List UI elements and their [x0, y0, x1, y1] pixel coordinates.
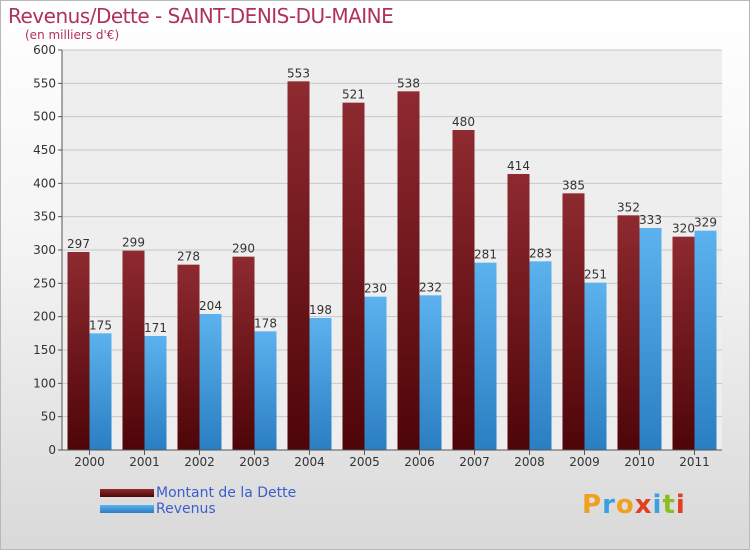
bar-revenus — [144, 336, 167, 450]
y-tick-label: 0 — [48, 443, 56, 457]
x-tick-label: 2009 — [569, 455, 600, 469]
bar-dette — [287, 81, 310, 450]
y-tick-label: 500 — [33, 110, 56, 124]
data-label-dette: 385 — [562, 178, 585, 192]
bar-dette — [232, 256, 255, 450]
x-tick-label: 2011 — [679, 455, 710, 469]
y-tick-label: 300 — [33, 243, 56, 257]
logo-letter: t — [662, 490, 676, 520]
logo-letter: i — [652, 490, 663, 520]
bar-revenus — [584, 282, 607, 450]
x-tick-label: 2008 — [514, 455, 545, 469]
data-label-revenus: 333 — [639, 213, 662, 227]
y-tick-label: 450 — [33, 143, 56, 157]
data-label-dette: 414 — [507, 159, 530, 173]
bar-revenus — [309, 318, 332, 450]
bar-dette — [452, 130, 475, 450]
y-tick-label: 400 — [33, 176, 56, 190]
x-tick-label: 2006 — [404, 455, 435, 469]
data-label-revenus: 329 — [694, 216, 717, 230]
logo-letter: i — [675, 490, 686, 520]
y-tick-label: 250 — [33, 276, 56, 290]
y-tick-label: 200 — [33, 310, 56, 324]
data-label-dette: 553 — [287, 66, 310, 80]
x-tick-label: 2005 — [349, 455, 380, 469]
x-tick-label: 2004 — [294, 455, 325, 469]
bars: 297 175 299 171 278 204 290 178 553 198 521 230 538 2… — [67, 66, 717, 451]
x-tick-label: 2000 — [74, 455, 105, 469]
data-label-dette: 352 — [617, 200, 640, 214]
x-tick-label: 2003 — [239, 455, 270, 469]
y-tick-label: 600 — [33, 43, 56, 57]
logo-letter: r — [602, 490, 616, 520]
data-label-revenus: 178 — [254, 316, 277, 330]
bar-revenus — [199, 314, 222, 450]
legend-label-revenus: Revenus — [156, 501, 216, 517]
legend-swatch-debt — [100, 489, 154, 497]
y-tick-label: 350 — [33, 210, 56, 224]
bar-revenus — [474, 262, 497, 450]
data-label-dette: 521 — [342, 88, 365, 102]
x-tick-label: 2002 — [184, 455, 215, 469]
data-label-dette: 480 — [452, 115, 475, 129]
bar-revenus — [254, 331, 277, 450]
data-label-dette: 538 — [397, 76, 420, 90]
logo-letter: x — [634, 490, 653, 520]
data-label-revenus: 204 — [199, 299, 222, 313]
logo-letter: o — [615, 490, 635, 520]
y-tick-label: 100 — [33, 376, 56, 390]
bar-revenus — [639, 228, 662, 450]
x-tick-label: 2007 — [459, 455, 490, 469]
data-label-dette: 299 — [122, 236, 145, 250]
bar-dette — [562, 193, 585, 451]
bar-revenus — [89, 333, 112, 450]
data-label-dette: 278 — [177, 250, 200, 264]
data-label-revenus: 283 — [529, 246, 552, 260]
bar-revenus — [364, 296, 387, 450]
y-tick-label: 150 — [33, 343, 56, 357]
legend-swatch-revenus — [100, 505, 154, 513]
data-label-revenus: 198 — [309, 303, 332, 317]
data-label-revenus: 232 — [419, 280, 442, 294]
bar-dette — [397, 91, 420, 450]
data-label-dette: 290 — [232, 242, 255, 256]
data-label-revenus: 171 — [144, 321, 167, 335]
x-tick-label: 2001 — [129, 455, 160, 469]
data-label-revenus: 175 — [89, 318, 112, 332]
data-label-revenus: 251 — [584, 268, 607, 282]
data-label-revenus: 281 — [474, 248, 497, 262]
bar-revenus — [694, 230, 717, 450]
data-label-dette: 320 — [672, 222, 695, 236]
y-tick-label: 50 — [41, 410, 56, 424]
bar-dette — [617, 215, 640, 450]
bar-dette — [342, 102, 365, 451]
bar-dette — [672, 236, 695, 450]
axes: 0 50 100 150 200 250 300 350 400 450 500 550 600 2000… — [33, 43, 722, 469]
bar-dette — [67, 252, 90, 450]
bar-revenus — [529, 261, 552, 450]
bar-dette — [507, 174, 530, 450]
chart-subtitle: (en milliers d'€) — [25, 28, 120, 42]
bar-dette — [122, 250, 145, 450]
x-tick-label: 2010 — [624, 455, 655, 469]
data-label-dette: 297 — [67, 237, 90, 251]
chart-title: Revenus/Dette - SAINT-DENIS-DU-MAINE — [8, 4, 394, 28]
bar-revenus — [419, 295, 442, 450]
y-tick-label: 550 — [33, 76, 56, 90]
logo-letter: P — [582, 490, 603, 520]
legend-label-debt: Montant de la Dette — [156, 485, 297, 501]
proxiti-logo: Proxiti — [582, 490, 686, 520]
bar-dette — [177, 264, 200, 450]
data-label-revenus: 230 — [364, 282, 387, 296]
